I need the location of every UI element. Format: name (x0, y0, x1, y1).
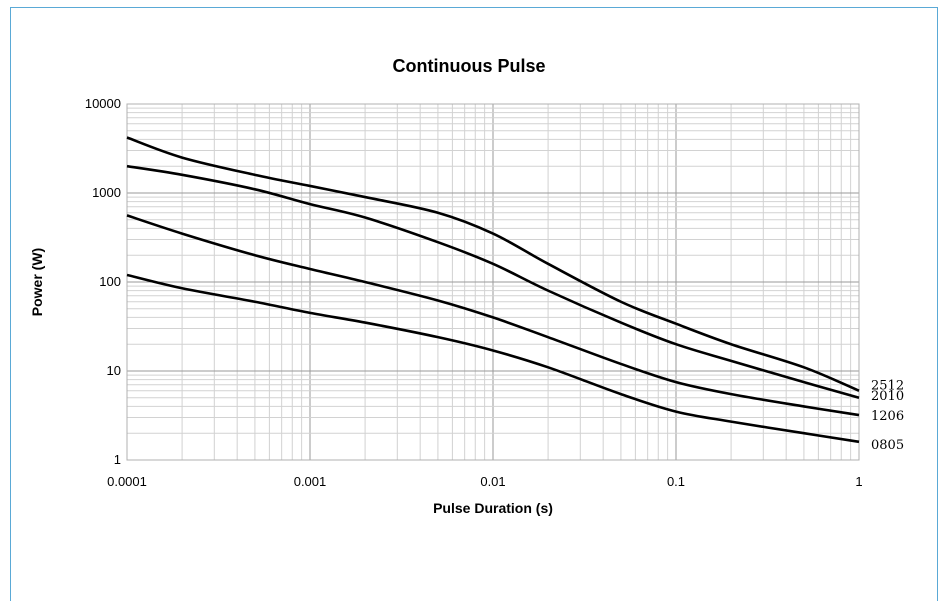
series-lines (126, 136, 860, 444)
chart-title: Continuous Pulse (393, 56, 546, 76)
x-tick-label: 1 (855, 474, 862, 489)
y-tick-label: 10 (107, 363, 121, 378)
plot-border (126, 103, 860, 461)
series-label-2512: 2512 (871, 379, 904, 394)
x-tick-label: 0.001 (294, 474, 327, 489)
x-axis-title: Pulse Duration (s) (433, 500, 553, 516)
series-line-0805 (126, 273, 860, 444)
x-tick-labels: 0.0001 0.001 0.01 0.1 1 (107, 474, 863, 489)
y-tick-label: 1 (114, 452, 121, 467)
y-tick-labels: 1 10 100 1000 10000 (85, 96, 121, 467)
series-label-2010: 2010 (871, 389, 904, 404)
series-line-1206 (126, 214, 860, 417)
x-tick-label: 0.1 (667, 474, 685, 489)
y-tick-label: 100 (99, 274, 121, 289)
series-line-2010 (126, 164, 860, 400)
chart-frame (10, 7, 938, 601)
y-tick-label: 10000 (85, 96, 121, 111)
y-tick-label: 1000 (92, 185, 121, 200)
series-label-1206: 1206 (871, 409, 904, 424)
series-line-2512 (126, 136, 860, 392)
x-tick-label: 0.0001 (107, 474, 147, 489)
x-tick-label: 0.01 (480, 474, 505, 489)
grid (126, 104, 859, 461)
y-axis-title: Power (W) (29, 248, 45, 316)
series-label-0805: 0805 (871, 438, 904, 453)
